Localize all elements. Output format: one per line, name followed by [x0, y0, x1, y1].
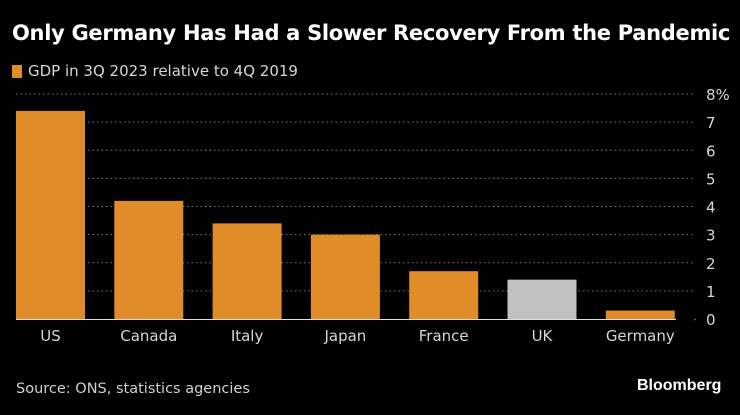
- y-tick-label: 5: [706, 170, 716, 188]
- bar-germany: [605, 310, 675, 319]
- y-tick-label: 8%: [706, 86, 730, 104]
- x-tick-label: UK: [532, 327, 554, 345]
- source-note: Source: ONS, statistics agencies: [16, 381, 250, 397]
- y-tick-label: 3: [706, 227, 716, 245]
- x-tick-label: US: [40, 327, 61, 345]
- x-tick-label: Canada: [120, 327, 177, 345]
- x-tick-label: Italy: [231, 327, 264, 345]
- x-tick-label: France: [419, 327, 469, 345]
- y-axis-labels: 0 1 2 3 4 5 6 7 8%: [706, 86, 730, 329]
- y-tick-label: 1: [706, 283, 716, 301]
- y-tick-label: 0: [706, 311, 716, 329]
- bar-us: [16, 110, 85, 319]
- y-tick-label: 2: [706, 255, 716, 273]
- bar-japan: [310, 234, 380, 319]
- bar-uk: [507, 279, 577, 319]
- legend-label: GDP in 3Q 2023 relative to 4Q 2019: [28, 62, 298, 80]
- bar-france: [409, 271, 479, 319]
- chart-title: Only Germany Has Had a Slower Recovery F…: [12, 21, 731, 45]
- x-tick-label: Japan: [323, 327, 366, 345]
- legend-swatch: [12, 64, 22, 78]
- bar-canada: [114, 200, 184, 319]
- y-tick-label: 4: [706, 199, 716, 217]
- y-tick-label: 7: [706, 114, 716, 132]
- x-tick-label: Germany: [606, 327, 675, 345]
- bars: [16, 110, 675, 319]
- bloomberg-logo: Bloomberg: [637, 377, 722, 394]
- bar-italy: [212, 223, 282, 319]
- x-axis-labels: US Canada Italy Japan France UK Germany: [40, 327, 675, 345]
- zero-tick-dot: [694, 318, 696, 321]
- y-tick-label: 6: [706, 142, 716, 160]
- legend: GDP in 3Q 2023 relative to 4Q 2019: [12, 62, 298, 80]
